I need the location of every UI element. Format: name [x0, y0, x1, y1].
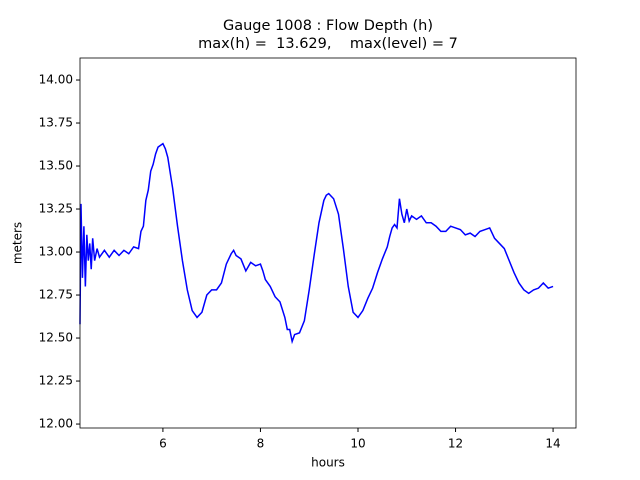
y-axis-label: meters: [11, 222, 25, 264]
y-tick-label: 12.00: [39, 417, 73, 431]
plot-frame: [79, 57, 577, 429]
x-tick-label: 12: [448, 437, 463, 451]
y-tick-label: 13.25: [39, 202, 73, 216]
y-tick-label: 13.50: [39, 159, 73, 173]
y-tick-label: 12.25: [39, 374, 73, 388]
y-tick-label: 14.00: [39, 73, 73, 87]
x-tick-label: 6: [159, 437, 167, 451]
x-tick-label: 14: [545, 437, 560, 451]
x-axis-label: hours: [311, 456, 345, 470]
y-tick-label: 12.50: [39, 331, 73, 345]
chart-subtitle: max(h) = 13.629, max(level) = 7: [198, 36, 458, 52]
y-tick-label: 13.00: [39, 245, 73, 259]
x-tick-label: 10: [350, 437, 365, 451]
x-tick-label: 8: [257, 437, 265, 451]
data-line: [79, 142, 554, 345]
chart-title: Gauge 1008 : Flow Depth (h): [223, 18, 433, 34]
y-tick-label: 13.75: [39, 116, 73, 130]
y-tick-label: 12.75: [39, 288, 73, 302]
